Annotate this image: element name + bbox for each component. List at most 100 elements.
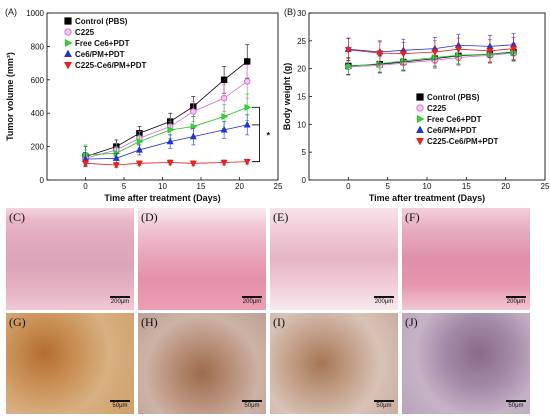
chart-a-legend-marker-3 (64, 49, 72, 57)
scale-bar-g: 50μm (110, 400, 130, 409)
panel-label-i: (I) (273, 315, 285, 329)
chart-a-data-point (135, 146, 143, 153)
chart-b-legend-marker-3 (416, 125, 424, 133)
chart-a-y-tick-label: 800 (31, 42, 45, 51)
panel-label-h: (H) (141, 315, 158, 329)
chart-b-data-point (377, 60, 384, 68)
chart-a-legend-label-0: Control (PBS) (75, 17, 128, 26)
chart-a-legend-label-3: Ce6/PM+PDT (75, 50, 125, 59)
chart-b-data-point (432, 54, 439, 61)
chart-a-bracket-line (251, 106, 260, 163)
chart-a-series-4 (82, 158, 251, 169)
chart-a-data-point (135, 160, 143, 168)
chart-b-data-point (399, 50, 407, 58)
chart-b-data-point (510, 45, 517, 53)
chart-b-legend-marker-4 (416, 138, 424, 146)
chart-a-x-tick-label: 10 (158, 182, 167, 191)
histology-c: (C) 200μm (6, 208, 134, 310)
chart-a-significance-mark: * (267, 130, 271, 140)
chart-a-panel-label: (A) (5, 7, 17, 17)
chart-b-legend-label-1: C225 (427, 104, 447, 113)
chart-b-data-point (345, 62, 353, 70)
chart-a-data-point (82, 160, 89, 168)
chart-a-y-tick-label: 400 (31, 109, 45, 118)
panel-label-f: (F) (405, 210, 420, 224)
chart-b-y-tick-label: 15 (297, 93, 306, 102)
chart-b-x-tick-label: 25 (541, 182, 550, 191)
ihc-i: (I) 50μm (270, 313, 398, 414)
chart-a-x-tick-label: 5 (122, 182, 127, 191)
scale-bar-j: 50μm (506, 400, 526, 409)
scale-bar-i: 50μm (374, 400, 394, 409)
panel-label-d: (D) (141, 210, 158, 224)
chart-a-legend-label-2: Free Ce6+PDT (75, 39, 130, 48)
chart-a-legend-label-1: C225 (75, 28, 95, 37)
chart-b-legend-label-3: Ce6/PM+PDT (427, 126, 477, 135)
chart-b-x-tick-label: 20 (501, 182, 510, 191)
histology-d: (D) 200μm (138, 208, 266, 310)
chart-a-significance-bracket (251, 106, 260, 163)
chart-a-series-3 (82, 114, 251, 167)
chart-b-data-point (455, 46, 462, 54)
ihc-g: (G) 50μm (6, 313, 134, 414)
panel-label-j: (J) (405, 315, 418, 329)
scale-bar-f: 200μm (506, 296, 526, 305)
chart-a-y-tick-label: 0 (40, 176, 45, 185)
chart-b-data-point (431, 49, 439, 56)
chart-a-data-point (243, 158, 251, 166)
chart-a-legend-marker-2 (65, 39, 73, 47)
chart-b-y-tick-label: 30 (297, 9, 306, 18)
chart-b-y-tick-label: 20 (297, 65, 306, 74)
chart-b-y-tick-label: 25 (297, 37, 306, 46)
chart-b-legend-marker-1 (416, 104, 424, 112)
ihc-j: (J) 50μm (402, 313, 530, 414)
chart-a-data-point (166, 159, 174, 167)
chart-b-data-point (376, 50, 384, 58)
chart-a-y-tick-label: 200 (31, 143, 45, 152)
chart-a-data-point (221, 113, 229, 121)
chart-a-data-point (220, 125, 228, 133)
chart-a-data-point (220, 159, 228, 167)
chart-b-legend-label-0: Control (PBS) (427, 93, 480, 102)
chart-b-legend-marker-2 (417, 115, 425, 123)
ihc-h: (H) 50μm (138, 313, 266, 414)
chart-b-legend-label-2: Free Ce6+PDT (427, 115, 482, 124)
chart-a-data-point (243, 58, 251, 65)
chart-a-legend-marker-4 (64, 62, 72, 70)
chart-a-data-point (112, 154, 120, 161)
chart-b-data-point (486, 48, 494, 55)
histology-f: (F) 200μm (402, 208, 530, 310)
chart-a-data-point (220, 76, 228, 83)
chart-b-y-tick-label: 0 (302, 176, 307, 185)
scale-bar-e: 200μm (374, 296, 394, 305)
chart-a-legend-marker-1 (64, 28, 72, 36)
chart-b-x-tick-label: 5 (385, 182, 390, 191)
chart-a-legend-marker-0 (64, 17, 72, 25)
panel-label-g: (G) (9, 315, 26, 329)
chart-a-y-tick-label: 600 (31, 76, 45, 85)
chart-a-data-point (166, 137, 174, 145)
scale-bar-h: 50μm (242, 400, 262, 409)
chart-a-legend-label-4: C225-Ce6/PM+PDT (75, 61, 146, 70)
chart-a-x-axis-label: Time after treatment (Days) (104, 193, 220, 203)
chart-a-x-tick-label: 0 (83, 182, 88, 191)
chart-a-x-tick-label: 20 (235, 182, 244, 191)
chart-b-series-4 (344, 37, 517, 66)
chart-b-legend-marker-0 (416, 93, 424, 101)
chart-a-y-axis-label: Tumor volume (mm³) (5, 52, 15, 141)
chart-b-data-point (400, 57, 408, 65)
chart-b-y-tick-label: 10 (297, 120, 306, 129)
chart-b-legend-label-4: C225-Ce6/PM+PDT (427, 137, 498, 146)
panel-label-c: (C) (9, 210, 25, 224)
chart-b-x-tick-label: 0 (346, 182, 351, 191)
chart-a-data-point (167, 126, 175, 134)
chart-a-data-point (136, 138, 144, 146)
chart-a-x-tick-label: 25 (274, 182, 283, 191)
chart-b: (B) 0 5 10 15 20 25 0 5 10 15 20 25 30 Time after trea… (282, 7, 550, 203)
scale-bar-c: 200μm (110, 296, 130, 305)
chart-a-data-point (243, 120, 251, 128)
histology-e: (E) 200μm (270, 208, 398, 310)
chart-a-y-tick-label: 1000 (26, 9, 44, 18)
chart-a-data-point (244, 103, 252, 111)
